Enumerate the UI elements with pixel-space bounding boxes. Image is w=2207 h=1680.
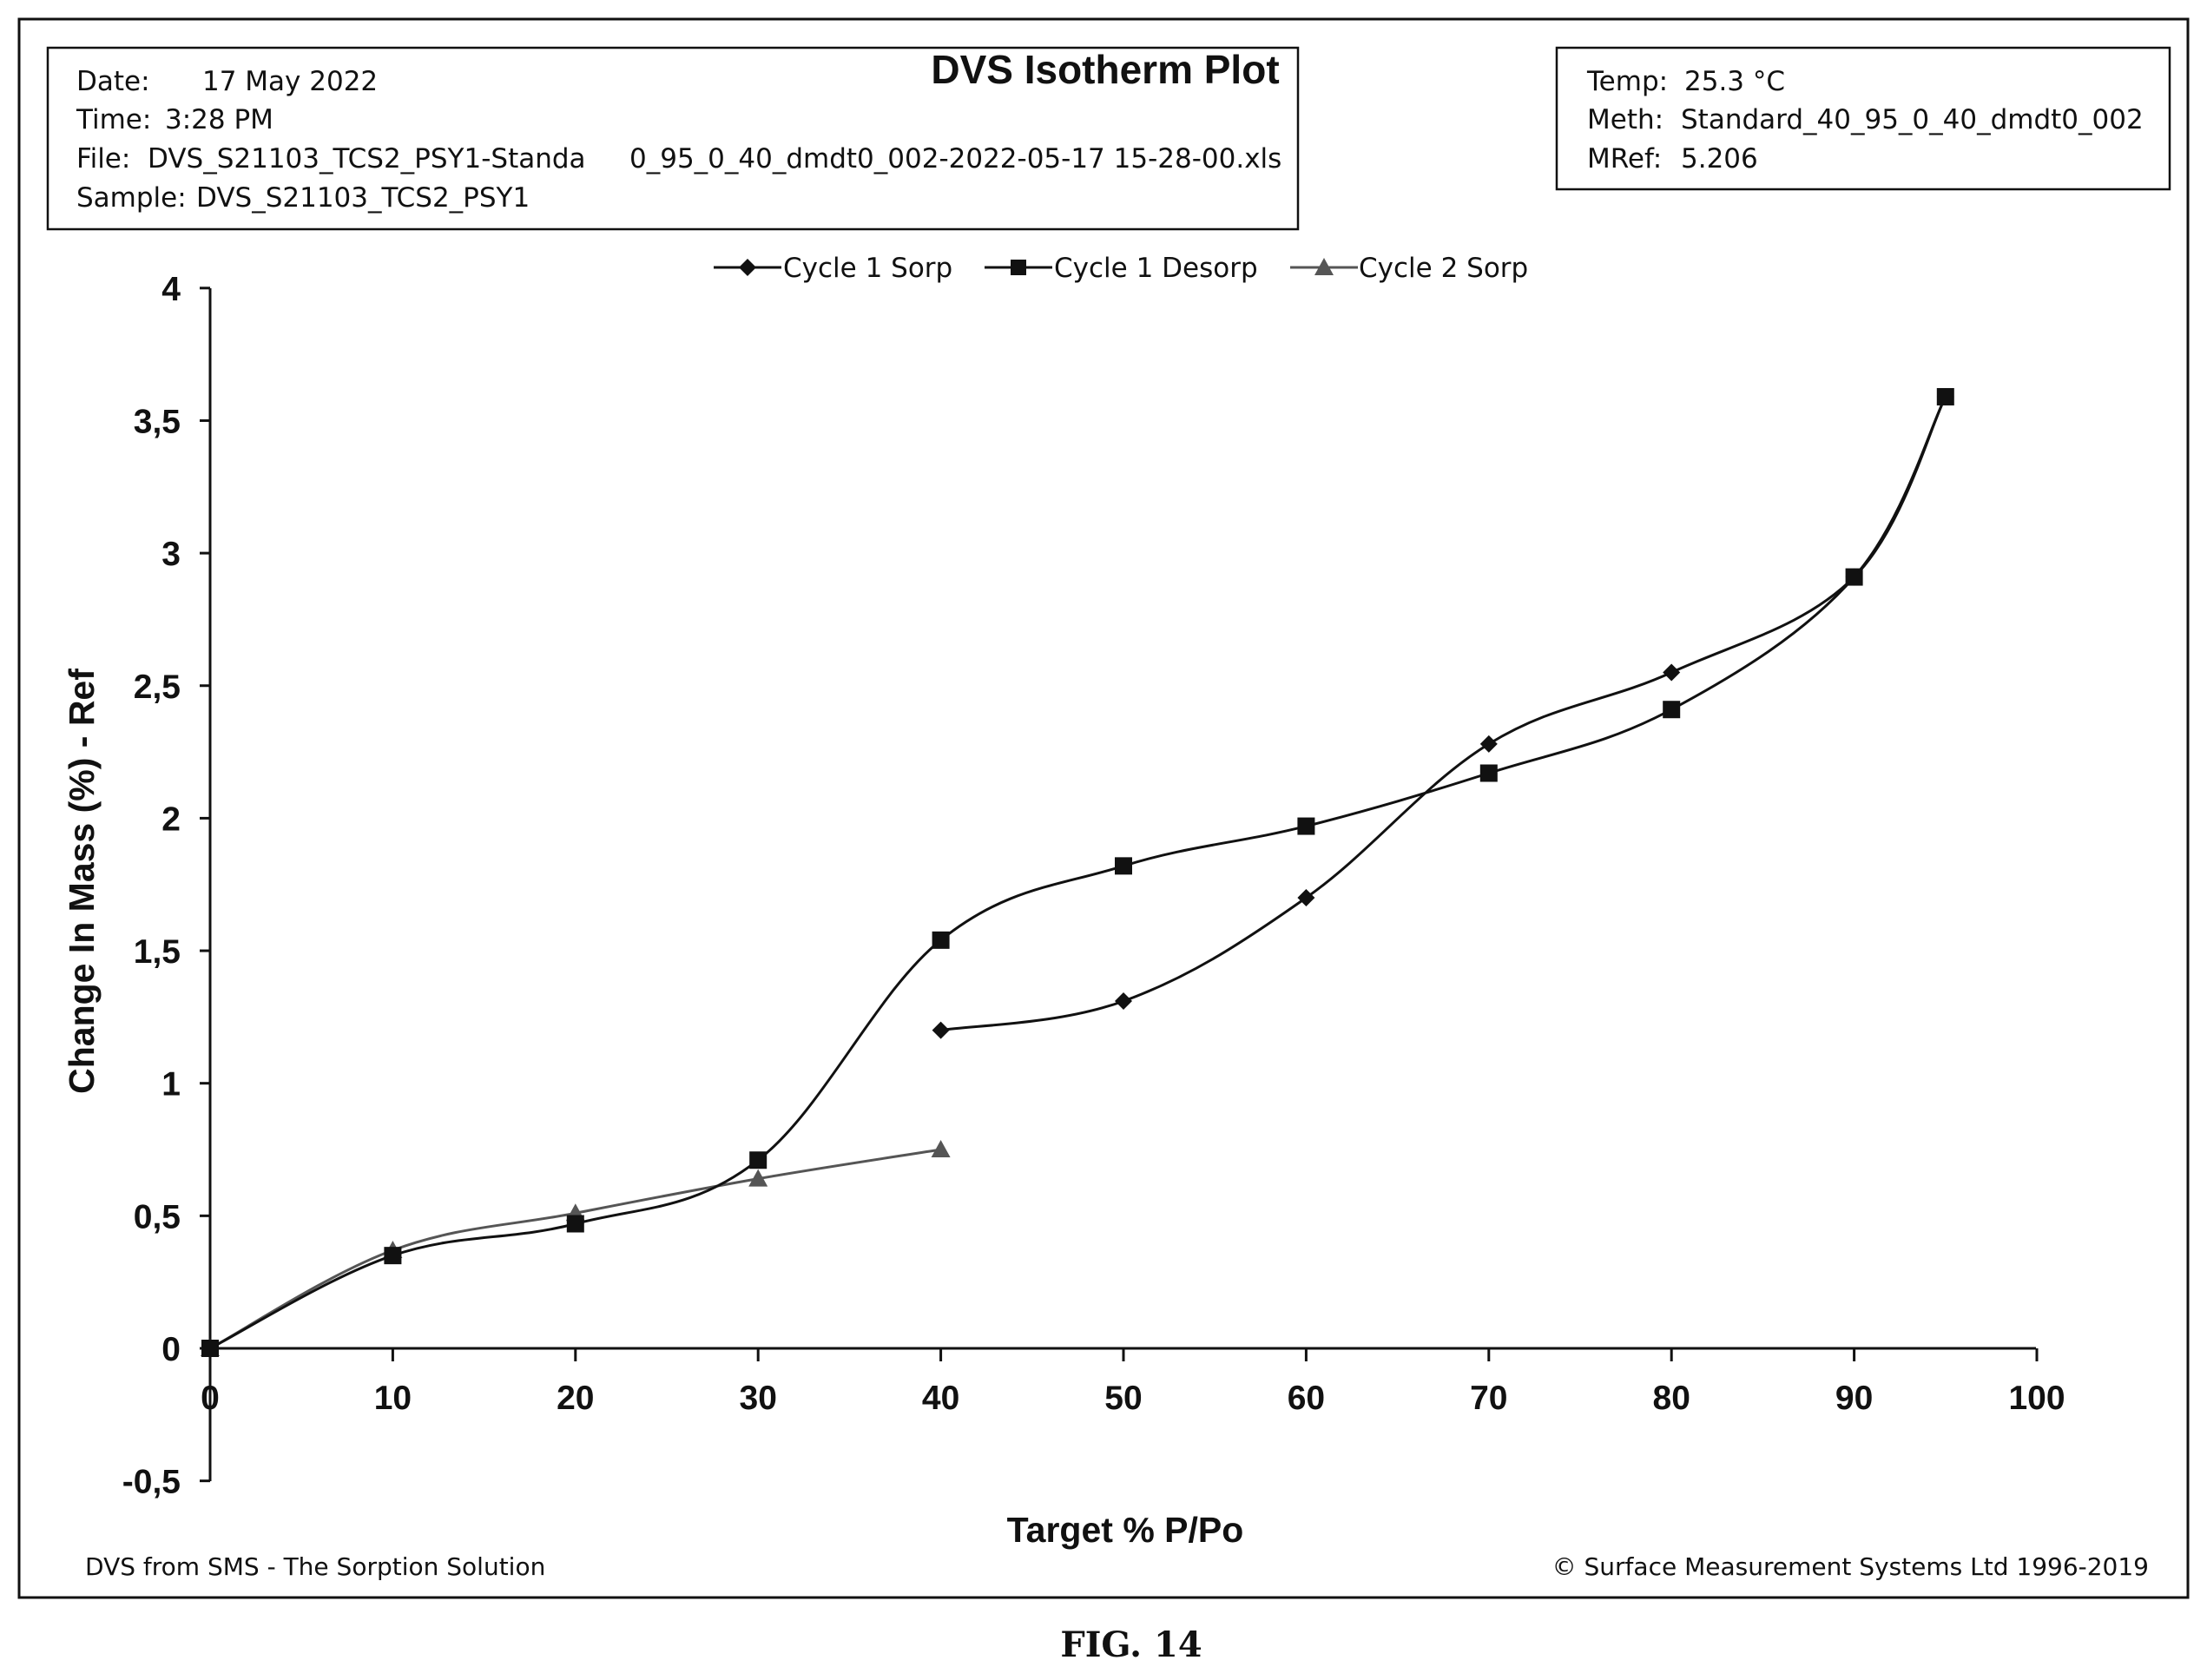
y-tick-label: -0,5 bbox=[122, 1464, 181, 1501]
x-tick-label: 90 bbox=[1835, 1380, 1873, 1417]
chart-title: DVS Isotherm Plot bbox=[931, 47, 1279, 92]
data-point-cycle-2-sorp bbox=[931, 1140, 951, 1158]
series-layer bbox=[201, 387, 1954, 1357]
x-tick-label: 60 bbox=[1288, 1380, 1325, 1417]
data-point-cycle-1-desorp bbox=[749, 1151, 768, 1169]
y-tick-label: 3 bbox=[161, 536, 181, 573]
x-tick-label: 70 bbox=[1470, 1380, 1507, 1417]
legend: Cycle 1 Sorp Cycle 1 Desorp Cycle 2 Sorp bbox=[714, 253, 1528, 284]
date-label: Date: bbox=[76, 66, 150, 97]
legend-label-cycle2-sorp: Cycle 2 Sorp bbox=[1359, 253, 1528, 284]
legend-item-cycle2-sorp: Cycle 2 Sorp bbox=[1290, 253, 1528, 284]
info-box-left-border bbox=[46, 46, 1300, 231]
data-point-cycle-1-desorp bbox=[1663, 701, 1681, 719]
plot-area: -0,5 0 0,5 1 1,5 2 2,5 3 3,5 4 0 10 20 30 40 50 60 70 80 9… bbox=[122, 271, 2065, 1501]
info-box-right: Temp: 25.3 °C Meth: Standard_40_95_0_40_… bbox=[1555, 46, 2171, 191]
data-point-cycle-1-sorp bbox=[1936, 387, 1954, 405]
data-point-cycle-1-sorp bbox=[1297, 888, 1315, 906]
legend-label-cycle1-desorp: Cycle 1 Desorp bbox=[1054, 253, 1258, 284]
info-box-right-border bbox=[1555, 46, 2171, 191]
y-tick-label: 0,5 bbox=[134, 1198, 181, 1235]
data-point-cycle-1-desorp bbox=[201, 1340, 219, 1357]
meth-label: Meth: bbox=[1587, 104, 1663, 135]
y-axis-title: Change In Mass (%) - Ref bbox=[62, 669, 102, 1094]
data-point-cycle-1-sorp bbox=[1845, 568, 1863, 586]
series-line-cycle-1-desorp bbox=[209, 396, 1947, 1350]
chart-frame bbox=[17, 17, 2190, 1599]
mref-value: 5.206 bbox=[1681, 143, 1758, 175]
x-axis-ticks: 0 10 20 30 40 50 60 70 80 90 100 bbox=[201, 1348, 2065, 1417]
mref-label: MRef: bbox=[1587, 143, 1662, 175]
x-tick-label: 80 bbox=[1653, 1380, 1690, 1417]
time-value: 3:28 PM bbox=[165, 104, 273, 135]
data-point-cycle-1-desorp bbox=[566, 1215, 584, 1233]
x-tick-label: 10 bbox=[374, 1380, 412, 1417]
data-point-cycle-1-desorp bbox=[1297, 817, 1315, 835]
y-tick-label: 1 bbox=[161, 1066, 181, 1104]
legend-item-cycle1-desorp: Cycle 1 Desorp bbox=[985, 253, 1258, 284]
y-axis-ticks: -0,5 0 0,5 1 1,5 2 2,5 3 3,5 4 bbox=[122, 271, 210, 1501]
x-tick-label: 20 bbox=[557, 1380, 594, 1417]
x-axis-title: Target % P/Po bbox=[1007, 1510, 1244, 1550]
figure-label: FIG. 14 bbox=[1060, 1624, 1202, 1665]
legend-triangle-icon bbox=[1314, 258, 1334, 275]
x-tick-label: 100 bbox=[2008, 1380, 2065, 1417]
data-point-cycle-1-desorp bbox=[1479, 764, 1498, 782]
x-tick-label: 50 bbox=[1104, 1380, 1142, 1417]
data-point-cycle-1-desorp bbox=[1115, 857, 1132, 875]
data-point-cycle-1-sorp bbox=[1479, 735, 1498, 753]
data-point-cycle-1-desorp bbox=[384, 1247, 402, 1265]
data-point-cycle-1-sorp bbox=[932, 1021, 950, 1039]
legend-label-cycle1-sorp: Cycle 1 Sorp bbox=[783, 253, 952, 284]
footer-right: © Surface Measurement Systems Ltd 1996-2… bbox=[1552, 1552, 2149, 1581]
y-tick-label: 2 bbox=[161, 800, 181, 838]
series-line-cycle-1-sorp bbox=[940, 396, 1947, 1032]
legend-square-icon bbox=[1011, 260, 1026, 275]
date-value: 17 May 2022 bbox=[202, 66, 378, 97]
legend-item-cycle1-sorp: Cycle 1 Sorp bbox=[714, 253, 952, 284]
y-tick-label: 4 bbox=[161, 271, 181, 308]
y-tick-label: 0 bbox=[161, 1331, 181, 1368]
info-box-left: Date: 17 May 2022 Time: 3:28 PM File: DV… bbox=[46, 46, 1300, 231]
file-value-part2: 0_95_0_40_dmdt0_002-2022-05-17 15-28-00.… bbox=[629, 143, 1281, 175]
data-point-cycle-1-desorp bbox=[932, 931, 950, 949]
y-tick-label: 2,5 bbox=[134, 669, 181, 706]
x-tick-label: 0 bbox=[201, 1380, 220, 1417]
x-tick-label: 30 bbox=[740, 1380, 777, 1417]
temp-label: Temp: bbox=[1586, 66, 1668, 97]
sample-value: DVS_S21103_TCS2_PSY1 bbox=[196, 182, 530, 214]
legend-diamond-icon bbox=[739, 259, 756, 276]
temp-value: 25.3 °C bbox=[1684, 66, 1785, 97]
x-tick-label: 40 bbox=[922, 1380, 959, 1417]
file-value-part1: DVS_S21103_TCS2_PSY1-Standa bbox=[148, 143, 586, 175]
series-line-cycle-2-sorp bbox=[209, 1148, 941, 1350]
meth-value: Standard_40_95_0_40_dmdt0_002 bbox=[1681, 104, 2144, 135]
y-tick-label: 1,5 bbox=[134, 933, 181, 971]
file-label: File: bbox=[76, 143, 130, 175]
data-point-cycle-1-sorp bbox=[1115, 992, 1132, 1011]
time-label: Time: bbox=[76, 104, 151, 135]
y-tick-label: 3,5 bbox=[134, 403, 181, 440]
data-point-cycle-1-sorp bbox=[1663, 663, 1681, 682]
data-point-cycle-2-sorp bbox=[748, 1169, 768, 1187]
footer-left: DVS from SMS - The Sorption Solution bbox=[85, 1552, 545, 1581]
sample-label: Sample: bbox=[76, 182, 187, 214]
